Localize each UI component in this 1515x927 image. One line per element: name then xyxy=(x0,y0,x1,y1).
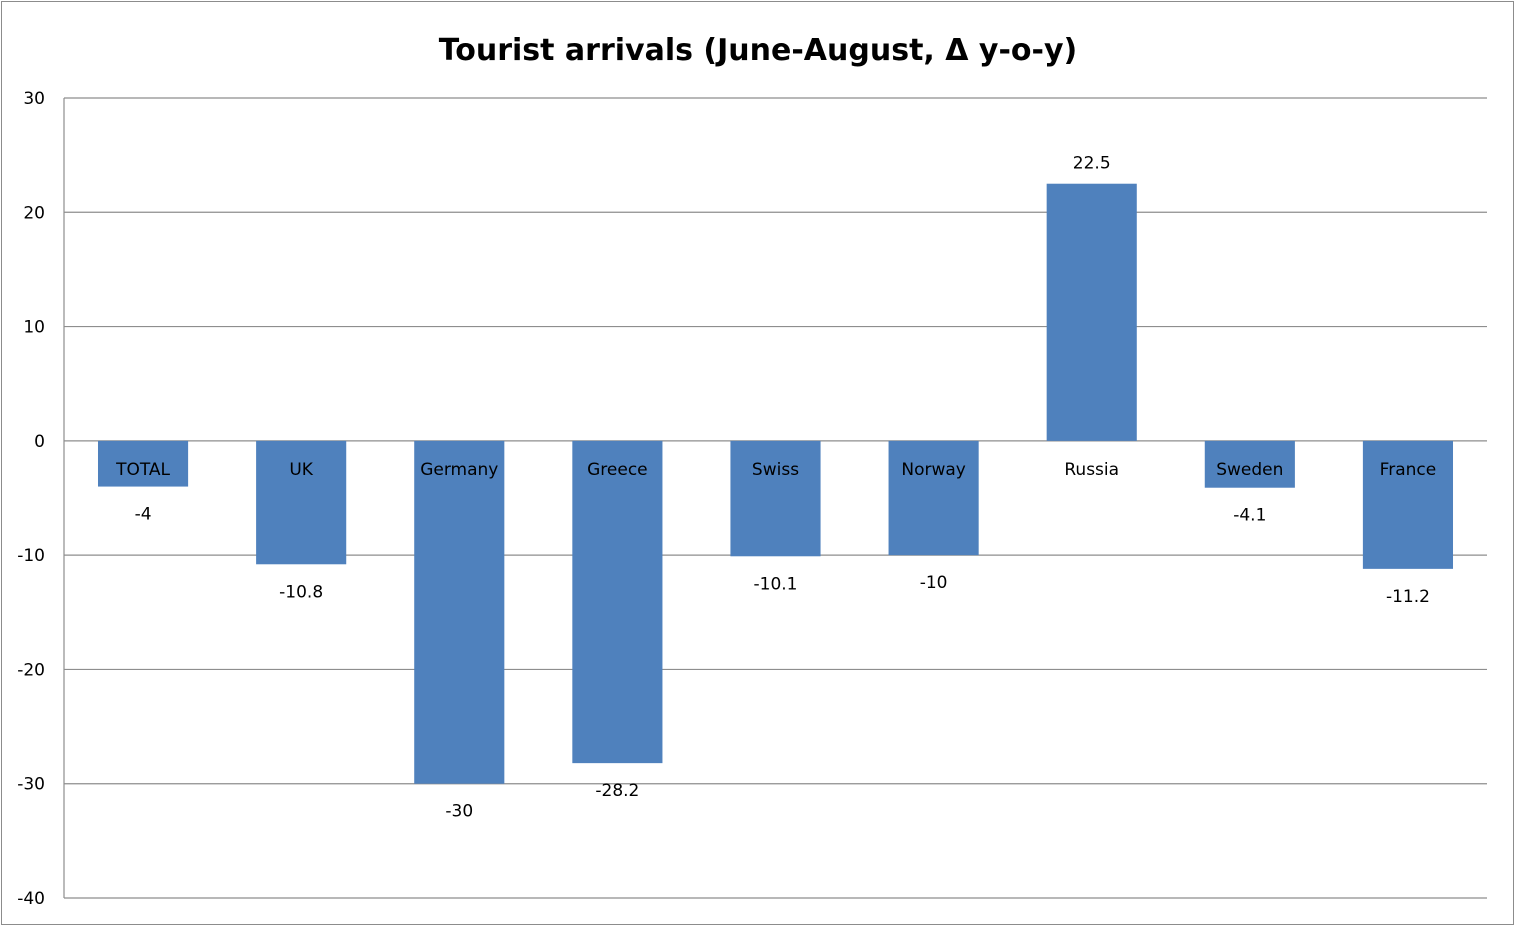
data-label: -4 xyxy=(135,505,152,525)
bar-norway xyxy=(888,440,979,556)
category-label: Germany xyxy=(420,460,498,480)
y-tick-label: 30 xyxy=(23,89,45,109)
bars xyxy=(97,183,1454,784)
category-label: Russia xyxy=(1064,460,1119,480)
y-tick-label: 0 xyxy=(34,432,45,452)
category-label: Swiss xyxy=(752,460,799,480)
category-label: Greece xyxy=(587,460,648,480)
data-label: -10.8 xyxy=(279,582,323,602)
bar-swiss xyxy=(730,440,821,557)
y-tick-label: -30 xyxy=(17,775,45,795)
data-label: -11.2 xyxy=(1386,587,1430,607)
data-label: 22.5 xyxy=(1073,154,1111,174)
data-label: -30 xyxy=(445,802,473,822)
bar-france xyxy=(1362,440,1454,569)
chart-title: Tourist arrivals (June-August, Δ y-o-y) xyxy=(439,33,1078,68)
y-tick-label: -20 xyxy=(17,660,45,680)
category-label: Sweden xyxy=(1216,460,1283,480)
y-tick-label: 20 xyxy=(23,203,45,223)
category-label: Norway xyxy=(901,460,966,480)
bar-russia xyxy=(1046,183,1137,441)
y-tick-label: 10 xyxy=(23,318,45,338)
y-tick-label: -10 xyxy=(17,546,45,566)
labels: 30 20 10 0 -10 -20 -30 -40 TOTAL -4 UK -10.8 Germany… xyxy=(17,89,1436,909)
data-label: -28.2 xyxy=(595,781,639,801)
category-label: UK xyxy=(289,460,313,480)
category-label: TOTAL xyxy=(115,460,170,480)
bar-uk xyxy=(256,440,347,565)
bar-germany xyxy=(414,440,505,784)
category-label: France xyxy=(1380,460,1437,480)
data-label: -4.1 xyxy=(1233,506,1266,526)
y-tick-label: -40 xyxy=(17,889,45,909)
bar-greece xyxy=(572,440,663,764)
bar-total xyxy=(97,440,189,487)
data-label: -10.1 xyxy=(754,574,798,594)
data-label: -10 xyxy=(920,573,948,593)
bar-sweden xyxy=(1204,440,1295,488)
